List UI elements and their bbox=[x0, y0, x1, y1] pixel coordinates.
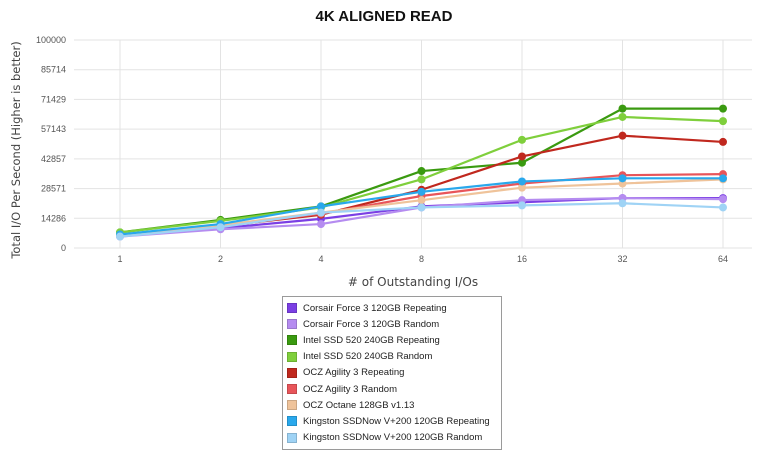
data-point bbox=[719, 137, 727, 146]
data-point bbox=[518, 158, 526, 167]
grid-lines bbox=[74, 39, 752, 249]
y-tick-label: 42857 bbox=[41, 154, 66, 164]
data-point bbox=[518, 201, 526, 210]
chart-title: 4K ALIGNED READ bbox=[315, 8, 453, 25]
legend-swatch bbox=[287, 303, 297, 314]
legend-item: Corsair Force 3 120GB Repeating bbox=[287, 300, 501, 316]
legend-item: Corsair Force 3 120GB Random bbox=[287, 316, 501, 332]
legend: Corsair Force 3 120GB Repeating Corsair F… bbox=[282, 296, 502, 450]
data-point bbox=[618, 174, 627, 183]
legend-swatch bbox=[287, 319, 297, 330]
y-tick-label: 100000 bbox=[36, 35, 66, 45]
data-point bbox=[116, 232, 124, 241]
legend-swatch bbox=[287, 351, 297, 362]
data-point bbox=[719, 117, 727, 126]
data-point bbox=[719, 104, 727, 113]
series-lines bbox=[116, 104, 727, 241]
data-point bbox=[719, 195, 727, 204]
x-axis-label: # of Outstanding I/Os bbox=[348, 275, 478, 289]
data-point bbox=[417, 175, 426, 184]
x-tick-label: 64 bbox=[718, 254, 728, 264]
series-8 bbox=[116, 199, 727, 241]
legend-swatch bbox=[287, 367, 297, 378]
legend-swatch bbox=[287, 432, 297, 443]
legend-item: Intel SSD 520 240GB Random bbox=[287, 349, 501, 365]
data-point bbox=[618, 131, 627, 140]
legend-swatch bbox=[287, 384, 297, 395]
y-tick-label: 0 bbox=[61, 243, 66, 253]
data-point bbox=[518, 135, 526, 144]
y-axis-label: Total I/O Per Second (Higher is better) bbox=[9, 41, 23, 259]
legend-item: Kingston SSDNow V+200 120GB Random bbox=[287, 430, 501, 446]
data-point bbox=[719, 174, 727, 183]
data-point bbox=[518, 183, 526, 192]
legend-item: OCZ Octane 128GB v1.13 bbox=[287, 397, 501, 413]
x-tick-label: 32 bbox=[617, 254, 627, 264]
data-point bbox=[618, 199, 627, 208]
legend-label: OCZ Agility 3 Repeating bbox=[303, 367, 405, 379]
data-point bbox=[317, 208, 325, 217]
data-point bbox=[317, 220, 325, 229]
legend-label: OCZ Octane 128GB v1.13 bbox=[303, 399, 415, 411]
x-tick-label: 1 bbox=[117, 254, 122, 264]
data-point bbox=[216, 223, 225, 232]
y-tick-label: 57143 bbox=[41, 124, 66, 134]
legend-swatch bbox=[287, 416, 297, 427]
data-point bbox=[417, 203, 426, 212]
legend-label: Intel SSD 520 240GB Repeating bbox=[303, 334, 440, 346]
legend-item: OCZ Agility 3 Repeating bbox=[287, 365, 501, 381]
data-point bbox=[417, 196, 426, 205]
y-tick-label: 14286 bbox=[41, 213, 66, 223]
legend-swatch bbox=[287, 400, 297, 411]
axes: 0 14286 28571 42857 57143 71429 85714 100000 1 2 4… bbox=[36, 35, 728, 264]
line-chart: 0 14286 28571 42857 57143 71429 85714 100000 1 2 4… bbox=[9, 35, 752, 289]
data-point bbox=[417, 187, 426, 196]
legend-label: Intel SSD 520 240GB Random bbox=[303, 351, 433, 363]
legend-item: Kingston SSDNow V+200 120GB Repeating bbox=[287, 413, 501, 429]
legend-label: OCZ Agility 3 Random bbox=[303, 383, 397, 395]
data-point bbox=[618, 104, 627, 113]
y-tick-label: 28571 bbox=[41, 184, 66, 194]
data-point bbox=[417, 167, 426, 176]
legend-item: OCZ Agility 3 Random bbox=[287, 381, 501, 397]
data-point bbox=[518, 177, 526, 186]
data-point bbox=[719, 203, 727, 212]
legend-swatch bbox=[287, 335, 297, 346]
legend-label: Kingston SSDNow V+200 120GB Repeating bbox=[303, 415, 490, 427]
legend-item: Intel SSD 520 240GB Repeating bbox=[287, 332, 501, 348]
data-point bbox=[518, 152, 526, 161]
x-tick-label: 16 bbox=[517, 254, 527, 264]
legend-label: Corsair Force 3 120GB Random bbox=[303, 318, 440, 330]
x-tick-label: 2 bbox=[218, 254, 223, 264]
y-tick-label: 71429 bbox=[41, 94, 66, 104]
x-tick-label: 8 bbox=[419, 254, 424, 264]
x-tick-label: 4 bbox=[318, 254, 323, 264]
legend-label: Kingston SSDNow V+200 120GB Random bbox=[303, 432, 483, 444]
y-tick-label: 85714 bbox=[41, 65, 66, 75]
data-point bbox=[618, 112, 627, 121]
legend-label: Corsair Force 3 120GB Repeating bbox=[303, 302, 447, 314]
data-point bbox=[317, 202, 325, 211]
